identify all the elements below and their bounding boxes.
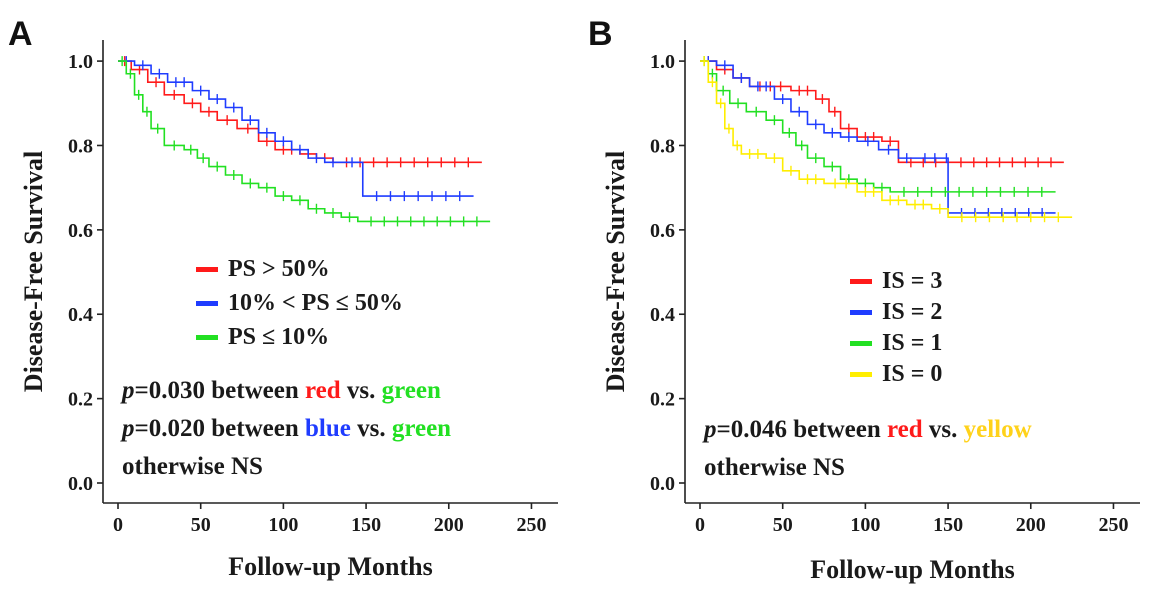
x-tick-label: 200 bbox=[1016, 514, 1046, 536]
legend-swatch bbox=[196, 335, 218, 340]
x-tick-label: 150 bbox=[351, 514, 381, 536]
x-tick-label: 0 bbox=[113, 514, 123, 536]
x-tick-label: 250 bbox=[516, 514, 546, 536]
series-line-3 bbox=[118, 60, 491, 223]
y-tick-label: 0.8 bbox=[650, 135, 675, 157]
legend-label: PS > 50% bbox=[228, 256, 330, 282]
series-line-3 bbox=[700, 60, 1056, 193]
y-axis-title: Disease-Free Survival bbox=[601, 151, 630, 392]
legend-label: IS = 3 bbox=[882, 268, 942, 294]
x-tick-label: 150 bbox=[933, 514, 963, 536]
y-axis-title: Disease-Free Survival bbox=[19, 151, 48, 392]
y-tick-label: 0.4 bbox=[68, 304, 93, 326]
note-otherwise-ns: otherwise NS bbox=[704, 454, 845, 481]
y-tick-label: 0.8 bbox=[68, 135, 93, 157]
note-otherwise-ns: otherwise NS bbox=[122, 453, 263, 480]
y-tick-label: 1.0 bbox=[68, 51, 93, 73]
series-line-2 bbox=[118, 60, 474, 197]
x-tick-label: 0 bbox=[695, 514, 705, 536]
p-value-annotation: p=0.030 between red vs. green bbox=[120, 377, 441, 404]
panel-A: A 0.0 0.2 0.4 0.6 0.8 1.0 0 50 100 150 200 250 Follow… bbox=[8, 15, 558, 581]
x-tick-label: 200 bbox=[434, 514, 464, 536]
y-tick-label: 0.6 bbox=[650, 220, 675, 242]
y-tick-label: 1.0 bbox=[650, 51, 675, 73]
x-tick-label: 250 bbox=[1098, 514, 1128, 536]
x-tick-label: 100 bbox=[850, 514, 880, 536]
x-axis-title: Follow-up Months bbox=[228, 552, 432, 581]
panel-B: B 0.0 0.2 0.4 0.6 0.8 1.0 0 50 100 150 200 250 Follow… bbox=[588, 15, 1140, 584]
legend-swatch bbox=[196, 301, 218, 306]
legend-swatch bbox=[850, 279, 872, 284]
p-value-annotation: p=0.020 between blue vs. green bbox=[120, 415, 451, 442]
y-tick-label: 0.6 bbox=[68, 220, 93, 242]
x-tick-label: 100 bbox=[268, 514, 298, 536]
legend-label: 10% < PS ≤ 50% bbox=[228, 290, 403, 316]
legend-swatch bbox=[850, 341, 872, 346]
legend-label: IS = 1 bbox=[882, 330, 942, 356]
y-tick-label: 0.2 bbox=[650, 389, 675, 411]
y-tick-label: 0.2 bbox=[68, 389, 93, 411]
y-tick-label: 0.0 bbox=[68, 473, 93, 495]
x-tick-label: 50 bbox=[773, 514, 793, 536]
legend-swatch bbox=[196, 267, 218, 272]
series-line-4 bbox=[700, 60, 1073, 218]
y-tick-label: 0.0 bbox=[650, 473, 675, 495]
legend-swatch bbox=[850, 310, 872, 315]
x-tick-label: 50 bbox=[191, 514, 211, 536]
p-value-annotation: p=0.046 between red vs. yellow bbox=[702, 416, 1032, 443]
legend-label: PS ≤ 10% bbox=[228, 324, 329, 350]
panel-letter: A bbox=[8, 15, 33, 53]
panel-letter: B bbox=[588, 15, 613, 53]
legend-label: IS = 0 bbox=[882, 361, 942, 387]
legend-label: IS = 2 bbox=[882, 299, 942, 325]
legend-swatch bbox=[850, 372, 872, 377]
x-axis-title: Follow-up Months bbox=[810, 555, 1014, 584]
y-tick-label: 0.4 bbox=[650, 304, 675, 326]
